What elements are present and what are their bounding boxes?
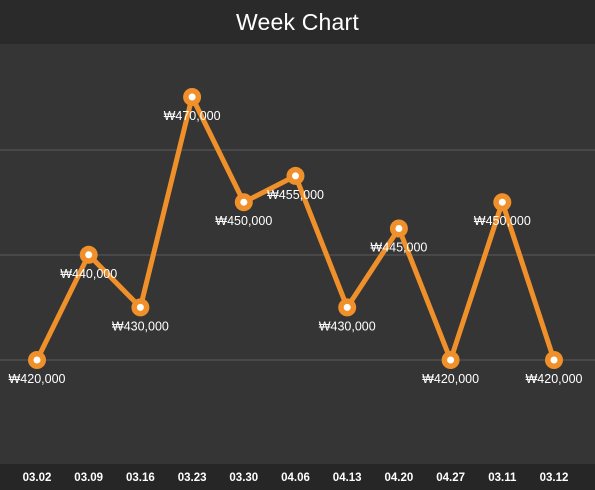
x-tick-label-7: 04.13: [333, 472, 362, 484]
chart-header: Week Chart: [0, 0, 595, 44]
data-label-7: ₩430,000: [319, 319, 376, 333]
plot-area: [0, 44, 595, 464]
data-point-center-11: [550, 356, 558, 364]
data-point-center-8: [395, 225, 403, 232]
x-tick-label-6: 04.06: [281, 472, 310, 484]
x-tick-label-4: 03.23: [178, 472, 207, 484]
data-label-4: ₩470,000: [164, 109, 221, 123]
data-label-5: ₩450,000: [215, 214, 272, 228]
x-tick-label-1: 03.02: [23, 472, 52, 484]
data-label-11: ₩420,000: [526, 372, 583, 386]
x-tick-label-5: 03.30: [229, 472, 258, 484]
data-point-center-2: [85, 251, 93, 259]
x-tick-label-10: 03.11: [488, 472, 517, 484]
data-label-10: ₩450,000: [474, 214, 531, 228]
chart-title: Week Chart: [235, 8, 359, 35]
data-point-center-10: [498, 198, 506, 206]
data-label-2: ₩440,000: [60, 267, 117, 281]
x-tick-label-2: 03.09: [74, 472, 103, 484]
x-tick-label-11: 03.12: [540, 472, 569, 484]
x-tick-label-9: 04.27: [436, 472, 465, 484]
data-label-1: ₩420,000: [9, 372, 66, 386]
data-point-center-9: [447, 356, 455, 364]
data-point-center-6: [292, 172, 299, 180]
x-tick-label-3: 03.16: [126, 472, 155, 484]
data-label-8: ₩445,000: [370, 241, 427, 255]
data-label-3: ₩430,000: [112, 319, 169, 333]
data-point-center-1: [33, 356, 41, 364]
x-axis-bar: [0, 464, 595, 490]
data-label-9: ₩420,000: [422, 372, 479, 386]
data-label-6: ₩455,000: [267, 188, 324, 202]
data-point-center-4: [188, 93, 196, 101]
data-point-center-5: [240, 198, 248, 206]
data-point-center-7: [343, 303, 351, 311]
x-tick-label-8: 04.20: [385, 472, 414, 484]
data-point-center-3: [136, 303, 144, 311]
